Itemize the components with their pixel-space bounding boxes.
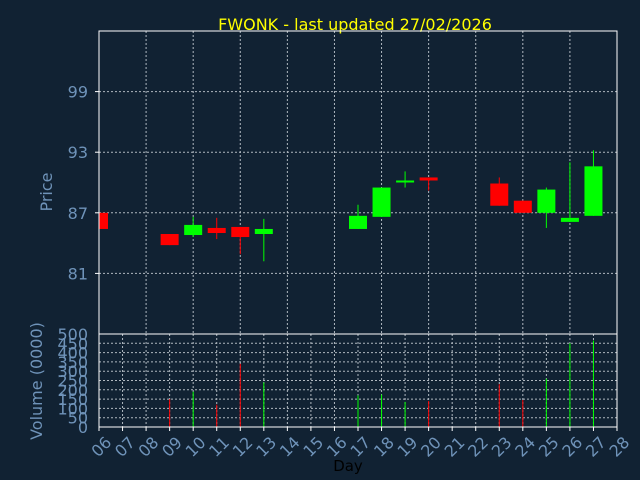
volume-tick-label: 350 [57, 353, 88, 372]
candle [231, 226, 250, 255]
candle [560, 162, 579, 222]
candle-body [160, 234, 179, 246]
candle-body [372, 187, 391, 217]
candle-body [419, 177, 438, 181]
candle [160, 234, 179, 246]
price-gridlines [99, 31, 617, 334]
candle [184, 216, 203, 238]
price-tick-label: 81 [68, 264, 88, 283]
volume-tick-label: 0 [78, 418, 88, 437]
candle [419, 177, 438, 191]
price-axis-label: Price [37, 172, 56, 211]
volume-tick-label: 300 [57, 362, 88, 381]
price-axes: 81 87 93 99 [68, 30, 618, 335]
volume-axis-label: Volume (0000) [27, 322, 46, 440]
volume-tick-label: 150 [57, 390, 88, 409]
day-tick-label: 28 [605, 433, 633, 461]
price-candles [98, 150, 603, 262]
candle-body [490, 183, 509, 206]
volume-bars [169, 340, 594, 427]
candle-body [584, 166, 603, 216]
candle [254, 218, 273, 262]
volume-tick-label: 200 [57, 381, 88, 400]
candle-body [349, 215, 367, 229]
candle [537, 187, 556, 228]
candle [490, 177, 509, 206]
chart-title: FWONK - last updated 27/02/2026 [218, 15, 492, 34]
volume-tick-label: 100 [57, 399, 88, 418]
price-plot-frame [98, 30, 618, 335]
volume-tick-label: 500 [57, 325, 88, 344]
candle [349, 204, 367, 229]
candle-body [207, 227, 226, 233]
volume-tick-label: 450 [57, 334, 88, 353]
candle-body [537, 189, 556, 213]
price-tick-label: 93 [68, 143, 88, 162]
volume-tick-label: 250 [57, 372, 88, 391]
candle-body [184, 224, 203, 236]
day-tick-labels: 0607080910111213141516171819202122232425… [87, 427, 633, 461]
candle-body [513, 200, 532, 213]
candle [372, 187, 391, 217]
candle [584, 150, 603, 216]
candle-body [231, 226, 250, 238]
volume-tick-label: 400 [57, 344, 88, 363]
volume-tick-label: 50 [68, 409, 88, 428]
candle [207, 217, 226, 240]
candle-body [254, 228, 273, 235]
candle [98, 212, 108, 229]
candle [396, 171, 415, 188]
candle-body [99, 212, 108, 229]
candle-body [396, 180, 415, 183]
price-tick-label: 87 [68, 204, 88, 223]
candle [513, 200, 532, 213]
candle-body [560, 217, 579, 222]
price-tick-label: 99 [68, 83, 88, 102]
x-axis-label: Day [333, 457, 363, 475]
